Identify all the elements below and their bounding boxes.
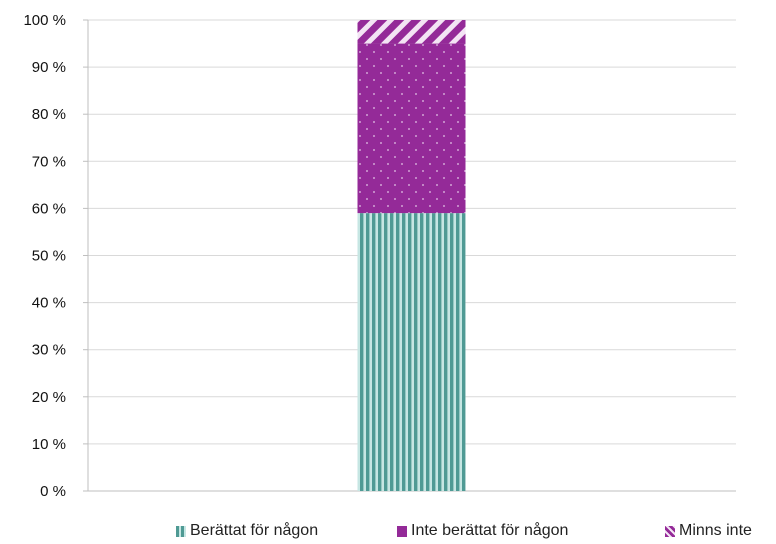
y-axis: 0 % 10 % 20 % 30 % 40 % 50 % 60 % 70 % 80 % 90 % 1… [23, 12, 736, 500]
y-tick-label: 30 % [32, 342, 66, 359]
legend-swatch-inte-beraettat [397, 525, 407, 537]
bar-segments [357, 20, 466, 492]
y-tick-label: 0 % [40, 483, 66, 500]
legend-swatch-beraettat [176, 525, 186, 537]
bar-segment-1 [357, 213, 466, 492]
y-tick-label: 60 % [32, 200, 66, 217]
y-tick-label: 20 % [32, 389, 66, 406]
y-tick-label: 50 % [32, 248, 66, 265]
legend-item-inte-beraettat: Inte berättat för någon [397, 522, 568, 540]
bar-segment-3 [357, 20, 466, 44]
y-tick-label: 90 % [32, 59, 66, 76]
legend-label-minns-inte: Minns inte [679, 522, 752, 539]
legend: Berättat för någon Inte berättat för någ… [0, 522, 776, 544]
y-tick-label: 80 % [32, 106, 66, 123]
legend-swatch-minns-inte [665, 525, 675, 537]
chart-plot: 0 % 10 % 20 % 30 % 40 % 50 % 60 % 70 % 80 % 90 % 1… [23, 12, 736, 500]
y-tick-label: 70 % [32, 153, 66, 170]
y-tick-label: 100 % [23, 12, 66, 29]
y-tick-label: 40 % [32, 295, 66, 312]
legend-label-inte-beraettat: Inte berättat för någon [411, 522, 569, 539]
legend-item-minns-inte: Minns inte [665, 522, 752, 540]
y-tick-label: 10 % [32, 436, 66, 453]
bar-segment-2 [357, 43, 466, 214]
legend-label-beraettat: Berättat för någon [190, 522, 319, 539]
legend-item-beraettat: Berättat för någon [176, 522, 318, 540]
